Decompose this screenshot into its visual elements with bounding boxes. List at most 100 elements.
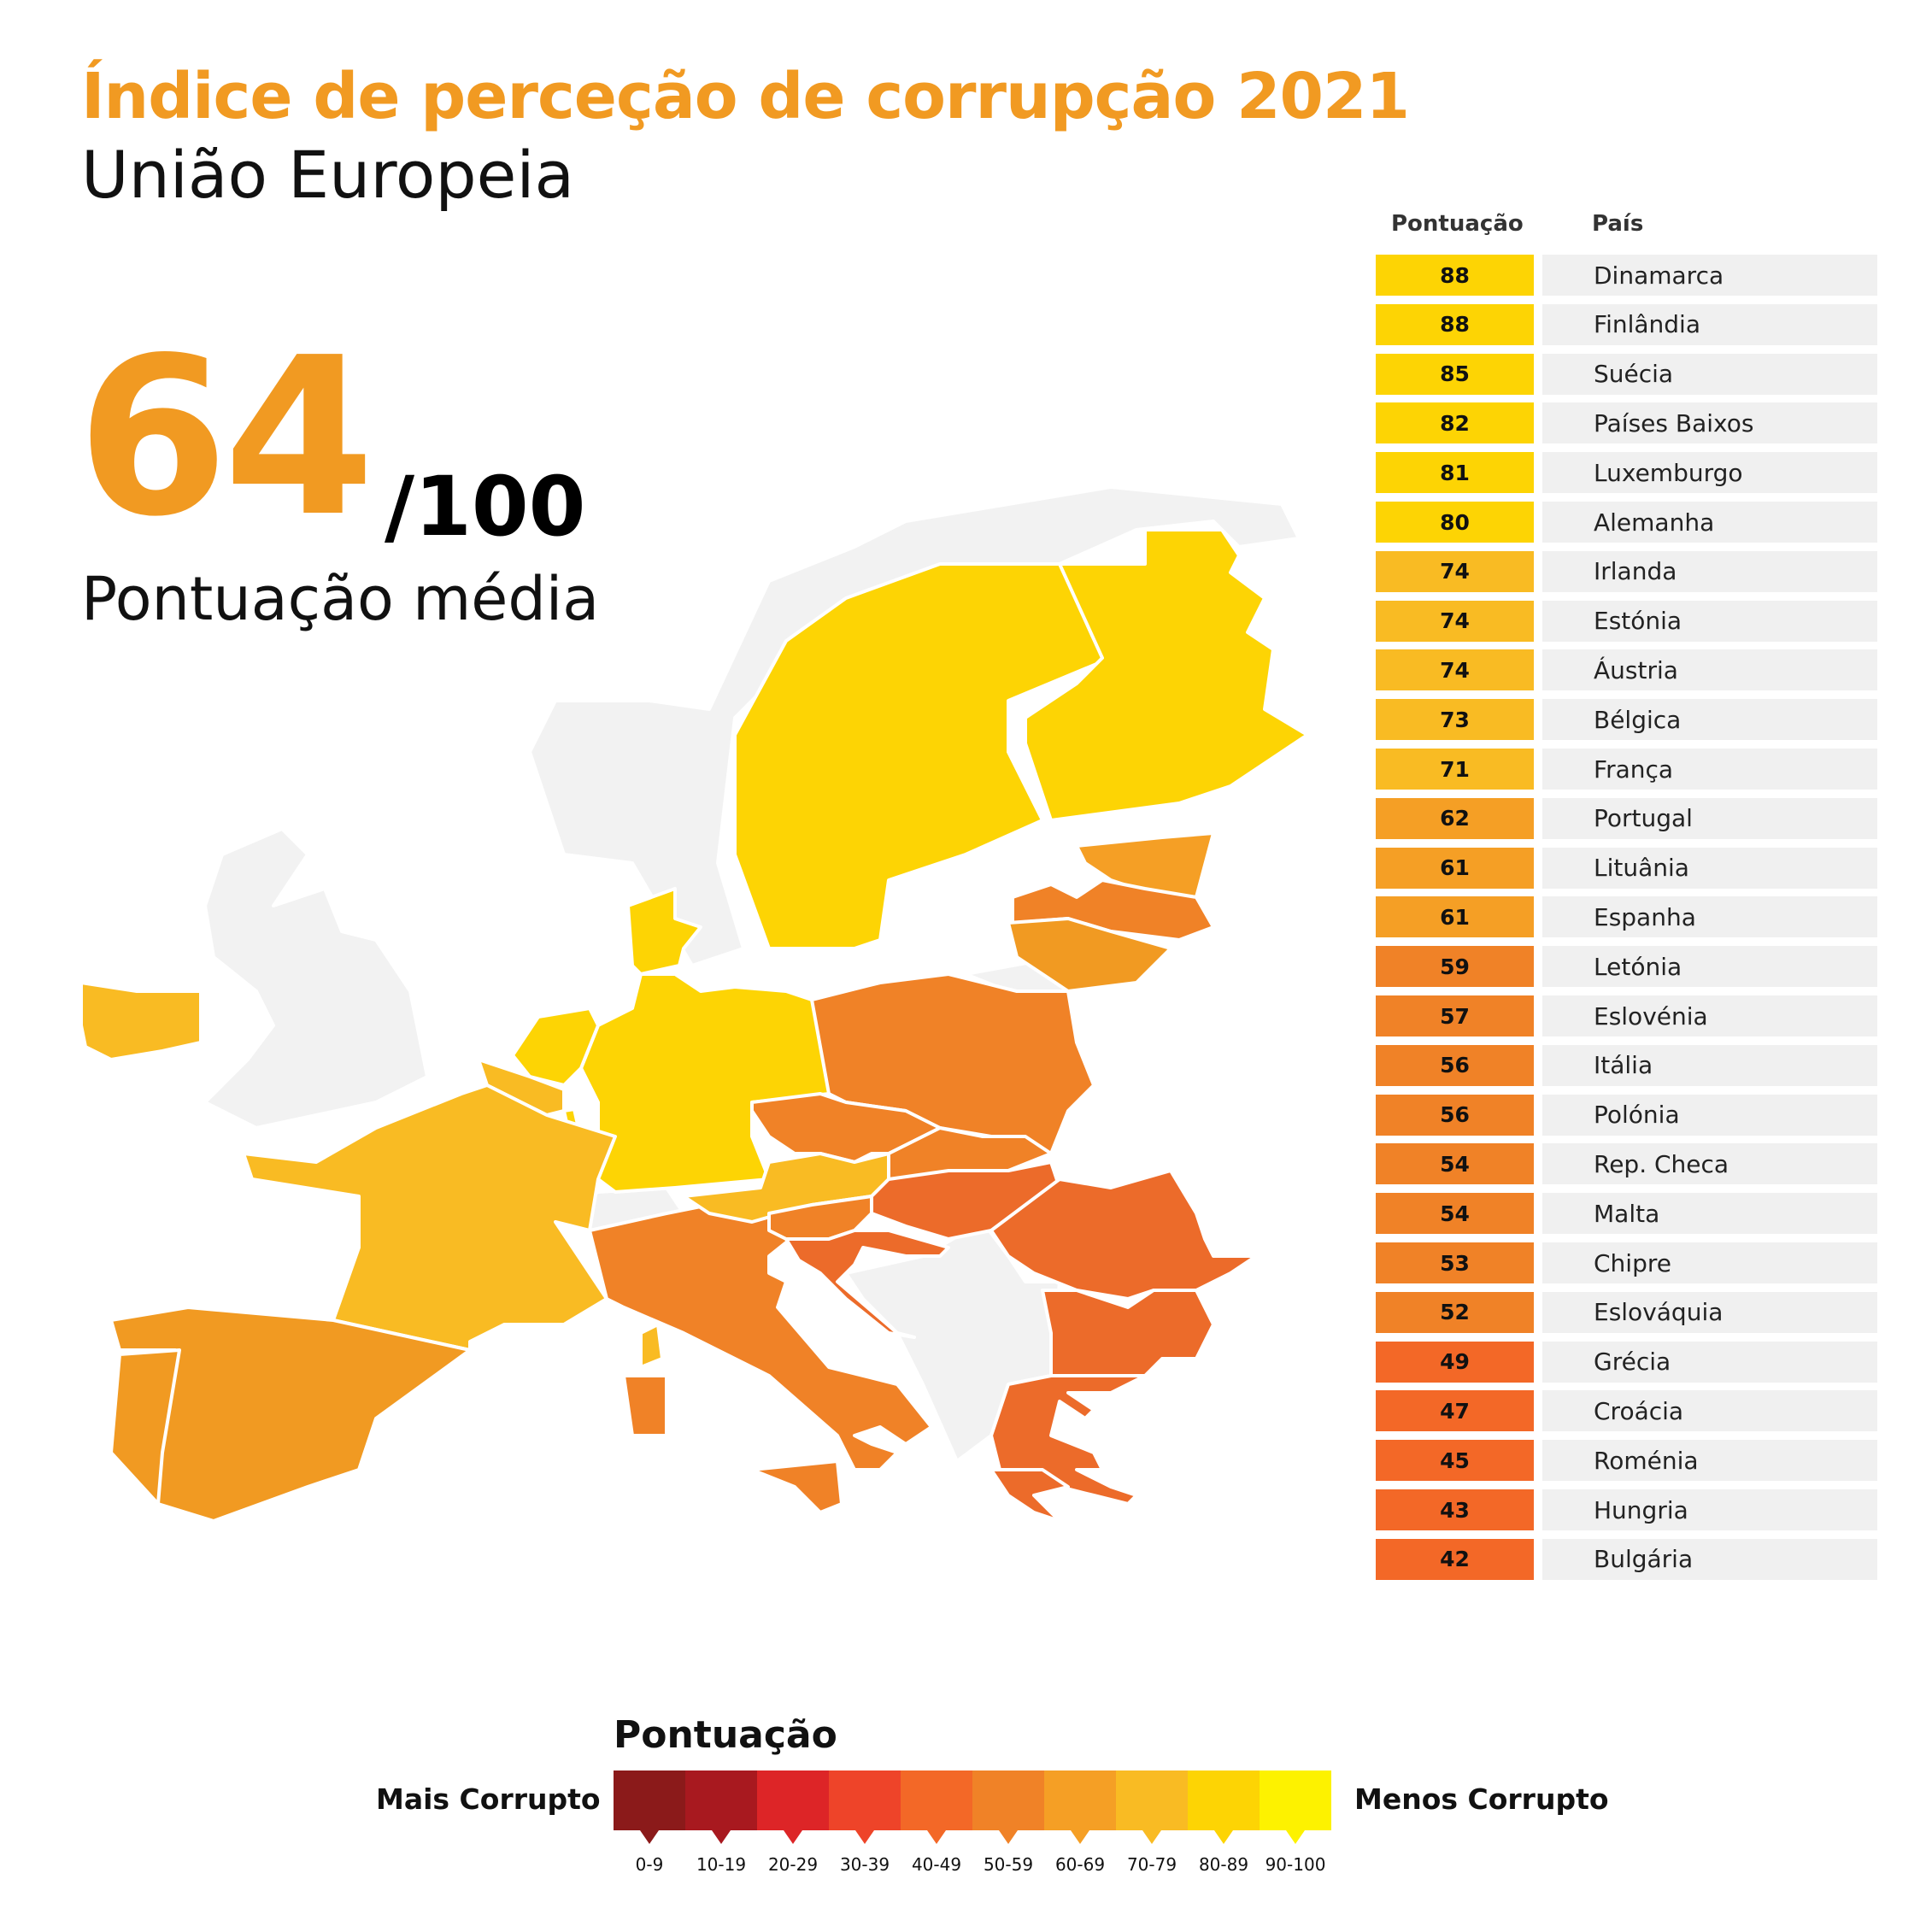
row-country: Roménia <box>1542 1440 1877 1482</box>
map-country-romania <box>989 1169 1258 1301</box>
table-row: 45 Roménia <box>1376 1440 1877 1482</box>
legend-marker <box>999 1830 1018 1844</box>
legend-swatch <box>685 1771 757 1830</box>
map-country-sardinia <box>622 1374 668 1437</box>
table-row: 74 Estónia <box>1376 600 1877 642</box>
legend-marker <box>855 1830 874 1844</box>
row-country: Áustria <box>1542 649 1877 691</box>
map-country-denmark <box>626 887 702 976</box>
row-score: 74 <box>1376 600 1534 642</box>
row-country: Rep. Checa <box>1542 1143 1877 1185</box>
row-country: Espanha <box>1542 896 1877 938</box>
page-title: Índice de perceção de corrupção 2021 <box>81 60 1410 133</box>
table-row: 74 Áustria <box>1376 649 1877 691</box>
legend-tick-label: 10-19 <box>696 1854 747 1875</box>
table-row: 56 Polónia <box>1376 1094 1877 1136</box>
row-country: Malta <box>1542 1193 1877 1235</box>
legend-swatch <box>1260 1771 1331 1830</box>
europe-choropleth-map <box>79 485 1309 1523</box>
table-row: 52 Eslováquia <box>1376 1291 1877 1333</box>
row-score: 85 <box>1376 353 1534 395</box>
table-row: 85 Suécia <box>1376 353 1877 395</box>
table-row: 54 Rep. Checa <box>1376 1143 1877 1185</box>
table-row: 49 Grécia <box>1376 1341 1877 1383</box>
row-country: Irlanda <box>1542 550 1877 592</box>
legend-tick-label: 0-9 <box>635 1854 664 1875</box>
table-row: 56 Itália <box>1376 1044 1877 1086</box>
row-score: 73 <box>1376 699 1534 741</box>
row-country: Chipre <box>1542 1242 1877 1283</box>
row-country: Lituânia <box>1542 847 1877 889</box>
legend-label-least-corrupt: Menos Corrupto <box>1354 1782 1609 1816</box>
table-row: 88 Dinamarca <box>1376 255 1877 296</box>
row-score: 61 <box>1376 847 1534 889</box>
row-score: 45 <box>1376 1440 1534 1482</box>
table-row: 53 Chipre <box>1376 1242 1877 1283</box>
row-country: Hungria <box>1542 1489 1877 1530</box>
legend-swatch <box>1116 1771 1188 1830</box>
map-country-bulgaria <box>1041 1289 1215 1382</box>
legend-marker <box>712 1830 731 1844</box>
row-score: 88 <box>1376 255 1534 296</box>
table-row: 43 Hungria <box>1376 1489 1877 1530</box>
table-row: 59 Letónia <box>1376 946 1877 988</box>
table-row: 82 Países Baixos <box>1376 402 1877 444</box>
row-score: 47 <box>1376 1390 1534 1432</box>
row-score: 74 <box>1376 649 1534 691</box>
row-country: Bulgária <box>1542 1538 1877 1580</box>
legend-swatch <box>901 1771 972 1830</box>
legend-label-most-corrupt: Mais Corrupto <box>376 1782 601 1816</box>
row-score: 61 <box>1376 896 1534 938</box>
row-country: Grécia <box>1542 1341 1877 1383</box>
legend-tick-label: 20-29 <box>767 1854 819 1875</box>
row-score: 57 <box>1376 995 1534 1036</box>
table-row: 62 Portugal <box>1376 797 1877 839</box>
legend-swatch <box>972 1771 1044 1830</box>
row-country: Polónia <box>1542 1094 1877 1136</box>
row-country: Estónia <box>1542 600 1877 642</box>
map-country-portugal <box>109 1348 181 1506</box>
legend-swatch <box>1188 1771 1260 1830</box>
row-country: Eslovénia <box>1542 995 1877 1036</box>
map-country-czech-republic <box>750 1092 942 1164</box>
table-row: 47 Croácia <box>1376 1390 1877 1432</box>
table-row: 54 Malta <box>1376 1193 1877 1235</box>
legend-tick-label: 80-89 <box>1198 1854 1249 1875</box>
row-country: Eslováquia <box>1542 1291 1877 1333</box>
table-row: 88 Finlândia <box>1376 303 1877 345</box>
table-header-score: Pontuação <box>1391 211 1524 237</box>
legend-tick-label: 60-69 <box>1054 1854 1106 1875</box>
page-subtitle: União Europeia <box>81 137 575 213</box>
table-header-country: País <box>1592 211 1644 237</box>
legend-swatch <box>829 1771 901 1830</box>
table-row: 81 Luxemburgo <box>1376 452 1877 494</box>
row-country: Dinamarca <box>1542 255 1877 296</box>
legend-tick-label: 40-49 <box>911 1854 962 1875</box>
legend-marker <box>1286 1830 1305 1844</box>
row-score: 52 <box>1376 1291 1534 1333</box>
row-score: 80 <box>1376 502 1534 543</box>
legend-marker <box>640 1830 659 1844</box>
row-country: Letónia <box>1542 946 1877 988</box>
row-country: Bélgica <box>1542 699 1877 741</box>
map-country-sicily <box>750 1459 843 1514</box>
row-country: Luxemburgo <box>1542 452 1877 494</box>
table-row: 61 Espanha <box>1376 896 1877 938</box>
row-score: 88 <box>1376 303 1534 345</box>
map-region-united-kingdom <box>203 827 429 1130</box>
row-score: 49 <box>1376 1341 1534 1383</box>
row-score: 71 <box>1376 749 1534 790</box>
legend-marker <box>1071 1830 1089 1844</box>
row-country: Finlândia <box>1542 303 1877 345</box>
map-country-croatia <box>784 1229 950 1339</box>
map-country-corsica <box>639 1323 664 1369</box>
row-country: Portugal <box>1542 797 1877 839</box>
row-score: 62 <box>1376 797 1534 839</box>
map-country-ireland <box>79 981 203 1061</box>
row-score: 54 <box>1376 1143 1534 1185</box>
map-country-france <box>242 1083 617 1352</box>
row-score: 54 <box>1376 1193 1534 1235</box>
legend-marker <box>927 1830 946 1844</box>
table-row: 57 Eslovénia <box>1376 995 1877 1036</box>
row-score: 81 <box>1376 452 1534 494</box>
